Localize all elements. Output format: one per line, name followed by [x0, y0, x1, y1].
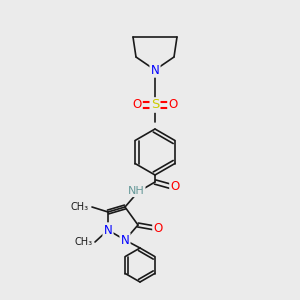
Text: O: O: [168, 98, 178, 112]
Text: N: N: [103, 224, 112, 236]
Text: CH₃: CH₃: [71, 202, 89, 212]
Text: O: O: [170, 181, 180, 194]
Text: N: N: [151, 64, 159, 76]
Text: O: O: [153, 223, 163, 236]
Text: O: O: [132, 98, 142, 112]
Text: N: N: [121, 233, 129, 247]
Text: NH: NH: [128, 186, 144, 196]
Text: CH₃: CH₃: [75, 237, 93, 247]
Text: S: S: [151, 98, 159, 112]
